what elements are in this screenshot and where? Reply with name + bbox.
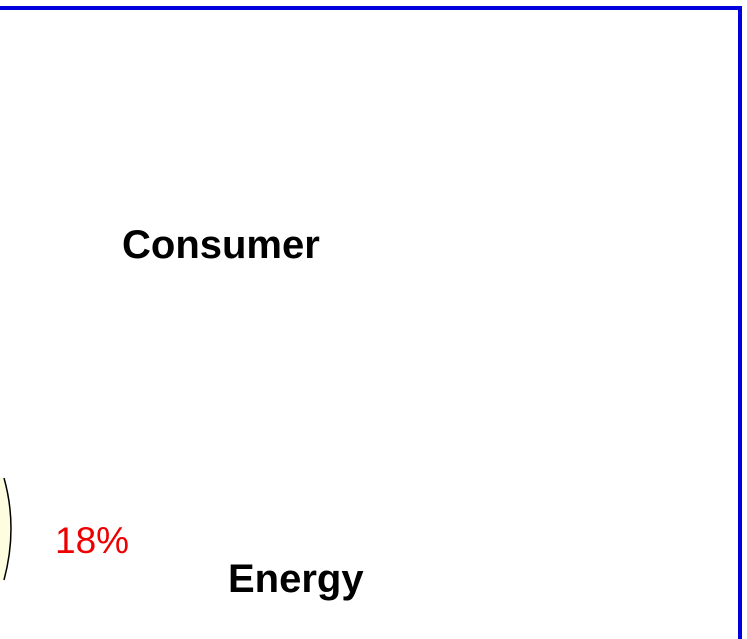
- pie-slice-edge: [0, 478, 11, 580]
- category-label: Energy: [228, 557, 364, 601]
- pie-slice-outline: [3, 477, 12, 581]
- value-label: 18%: [55, 520, 129, 561]
- category-label: Consumer: [122, 223, 320, 267]
